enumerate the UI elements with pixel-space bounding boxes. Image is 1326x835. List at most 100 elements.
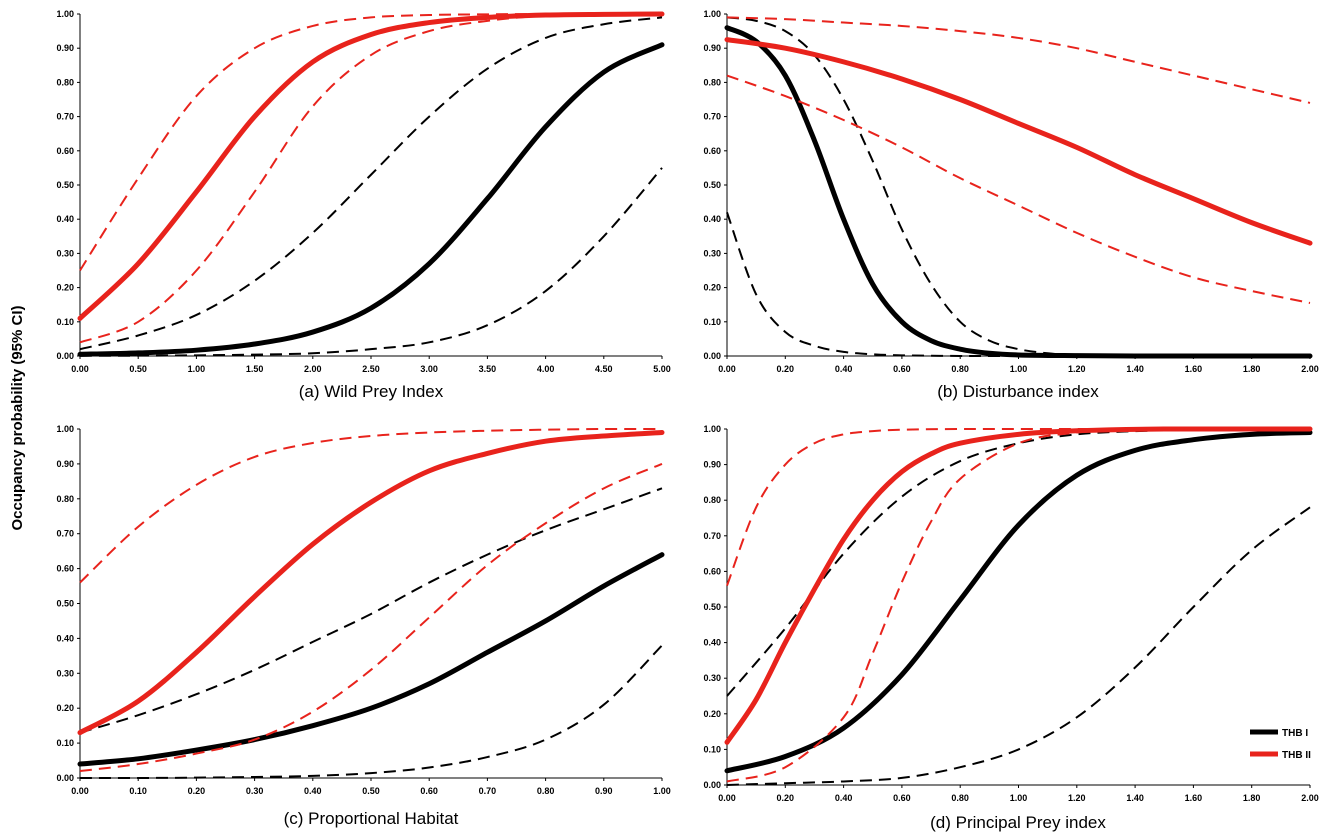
x-tick-label: 1.20 xyxy=(1068,793,1086,803)
y-tick-label: 0.30 xyxy=(703,248,721,258)
x-tick-label: 0.80 xyxy=(537,786,555,796)
y-tick-label: 0.70 xyxy=(703,112,721,122)
y-tick-label: 0.90 xyxy=(56,43,74,53)
series-line-4-ci-bound xyxy=(726,16,1311,104)
x-tick-label: 1.50 xyxy=(246,364,264,374)
x-tick-label: 0.00 xyxy=(718,793,736,803)
x-tick-label: 1.40 xyxy=(1126,793,1144,803)
y-tick-label: 0.10 xyxy=(56,317,74,327)
x-tick-label: 1.00 xyxy=(1010,364,1028,374)
panel-title: (b) Disturbance index xyxy=(937,382,1099,401)
y-tick-label: 0.80 xyxy=(703,77,721,87)
x-tick-label: 4.50 xyxy=(595,364,613,374)
x-tick-label: 1.80 xyxy=(1243,793,1261,803)
x-tick-label: 0.50 xyxy=(129,364,147,374)
y-tick-label: 0.80 xyxy=(56,494,74,504)
x-tick-label: 1.00 xyxy=(653,786,671,796)
y-tick-label: 0.70 xyxy=(56,529,74,539)
x-tick-label: 2.00 xyxy=(1301,364,1319,374)
y-tick-label: 0.60 xyxy=(703,146,721,156)
x-tick-label: 0.00 xyxy=(71,364,89,374)
x-tick-label: 4.00 xyxy=(537,364,555,374)
y-tick-label: 0.10 xyxy=(703,317,721,327)
x-tick-label: 1.80 xyxy=(1243,364,1261,374)
y-tick-label: 0.40 xyxy=(703,214,721,224)
y-tick-label: 0.00 xyxy=(56,773,74,783)
y-tick-label: 0.70 xyxy=(56,112,74,122)
series-line-0-estimate xyxy=(724,430,1313,774)
x-tick-label: 0.20 xyxy=(777,793,795,803)
x-tick-label: 5.00 xyxy=(653,364,671,374)
y-tick-label: 0.50 xyxy=(703,180,721,190)
x-tick-label: 0.90 xyxy=(595,786,613,796)
x-tick-label: 1.00 xyxy=(188,364,206,374)
series-line-4-ci-bound xyxy=(79,13,662,272)
series-line-2-ci-bound xyxy=(726,506,1311,786)
panel-title: (a) Wild Prey Index xyxy=(299,382,444,401)
x-tick-label: 0.20 xyxy=(188,786,206,796)
series-line-0-estimate xyxy=(724,25,1313,359)
series-line-5-ci-bound xyxy=(79,13,663,344)
x-tick-label: 1.60 xyxy=(1185,364,1203,374)
x-tick-label: 2.00 xyxy=(304,364,322,374)
y-tick-label: 0.60 xyxy=(56,146,74,156)
x-tick-label: 0.50 xyxy=(362,786,380,796)
x-tick-label: 0.40 xyxy=(835,364,853,374)
y-tick-label: 0.40 xyxy=(703,638,721,648)
x-tick-label: 0.40 xyxy=(304,786,322,796)
x-tick-label: 0.00 xyxy=(71,786,89,796)
x-tick-label: 0.20 xyxy=(777,364,795,374)
x-tick-label: 1.00 xyxy=(1010,793,1028,803)
series-line-1-ci-bound xyxy=(726,16,1310,357)
x-tick-label: 3.50 xyxy=(479,364,497,374)
panel-title: (d) Principal Prey index xyxy=(930,813,1106,832)
series-line-5-ci-bound xyxy=(726,428,1311,783)
x-tick-label: 0.80 xyxy=(951,793,969,803)
y-tick-label: 0.90 xyxy=(56,459,74,469)
y-tick-label: 0.20 xyxy=(56,283,74,293)
y-tick-label: 0.00 xyxy=(703,780,721,790)
series-line-1-ci-bound xyxy=(79,487,663,734)
series-line-0-estimate xyxy=(77,42,665,357)
legend: THB I THB II xyxy=(1250,728,1311,761)
y-tick-label: 0.50 xyxy=(703,602,721,612)
x-tick-label: 0.10 xyxy=(129,786,147,796)
y-tick-label: 0.10 xyxy=(56,738,74,748)
series-line-0-estimate xyxy=(77,552,665,767)
series-line-1-ci-bound xyxy=(79,16,663,351)
y-tick-label: 0.00 xyxy=(56,351,74,361)
y-tick-label: 0.20 xyxy=(703,709,721,719)
x-tick-label: 1.60 xyxy=(1185,793,1203,803)
y-tick-label: 0.60 xyxy=(703,566,721,576)
y-tick-label: 0.70 xyxy=(703,531,721,541)
y-tick-label: 1.00 xyxy=(56,424,74,434)
y-tick-label: 0.40 xyxy=(56,633,74,643)
series-line-2-ci-bound xyxy=(80,644,663,779)
chart-panel-1: 0.00 0.10 0.20 0.30 0.40 0.50 0.60 0.70 0.80 0.90… xyxy=(703,9,1318,401)
chart-panel-2: 0.00 0.10 0.20 0.30 0.40 0.50 0.60 0.70 0.80 0.90… xyxy=(56,424,670,828)
y-tick-label: 0.80 xyxy=(703,495,721,505)
y-tick-label: 0.50 xyxy=(56,180,74,190)
x-tick-label: 0.40 xyxy=(835,793,853,803)
x-tick-label: 0.60 xyxy=(893,793,911,803)
legend-label: THB II xyxy=(1282,750,1311,761)
y-tick-label: 1.00 xyxy=(56,9,74,19)
series-line-2-ci-bound xyxy=(726,212,1310,358)
series-line-3-estimate xyxy=(77,11,665,321)
y-tick-label: 0.30 xyxy=(56,668,74,678)
x-tick-label: 1.40 xyxy=(1126,364,1144,374)
series-line-3-estimate xyxy=(724,426,1313,745)
series-line-1-ci-bound xyxy=(726,428,1310,697)
series-line-4-ci-bound xyxy=(79,428,662,584)
series-line-2-ci-bound xyxy=(79,167,663,357)
y-tick-label: 0.60 xyxy=(56,564,74,574)
legend-label: THB I xyxy=(1282,728,1308,739)
x-tick-label: 1.20 xyxy=(1068,364,1086,374)
y-tick-label: 0.20 xyxy=(703,283,721,293)
y-tick-label: 0.30 xyxy=(56,248,74,258)
x-tick-label: 0.70 xyxy=(479,786,497,796)
y-tick-label: 0.90 xyxy=(703,43,721,53)
x-tick-label: 0.60 xyxy=(420,786,438,796)
series-line-3-estimate xyxy=(724,37,1313,246)
y-tick-label: 0.90 xyxy=(703,460,721,470)
